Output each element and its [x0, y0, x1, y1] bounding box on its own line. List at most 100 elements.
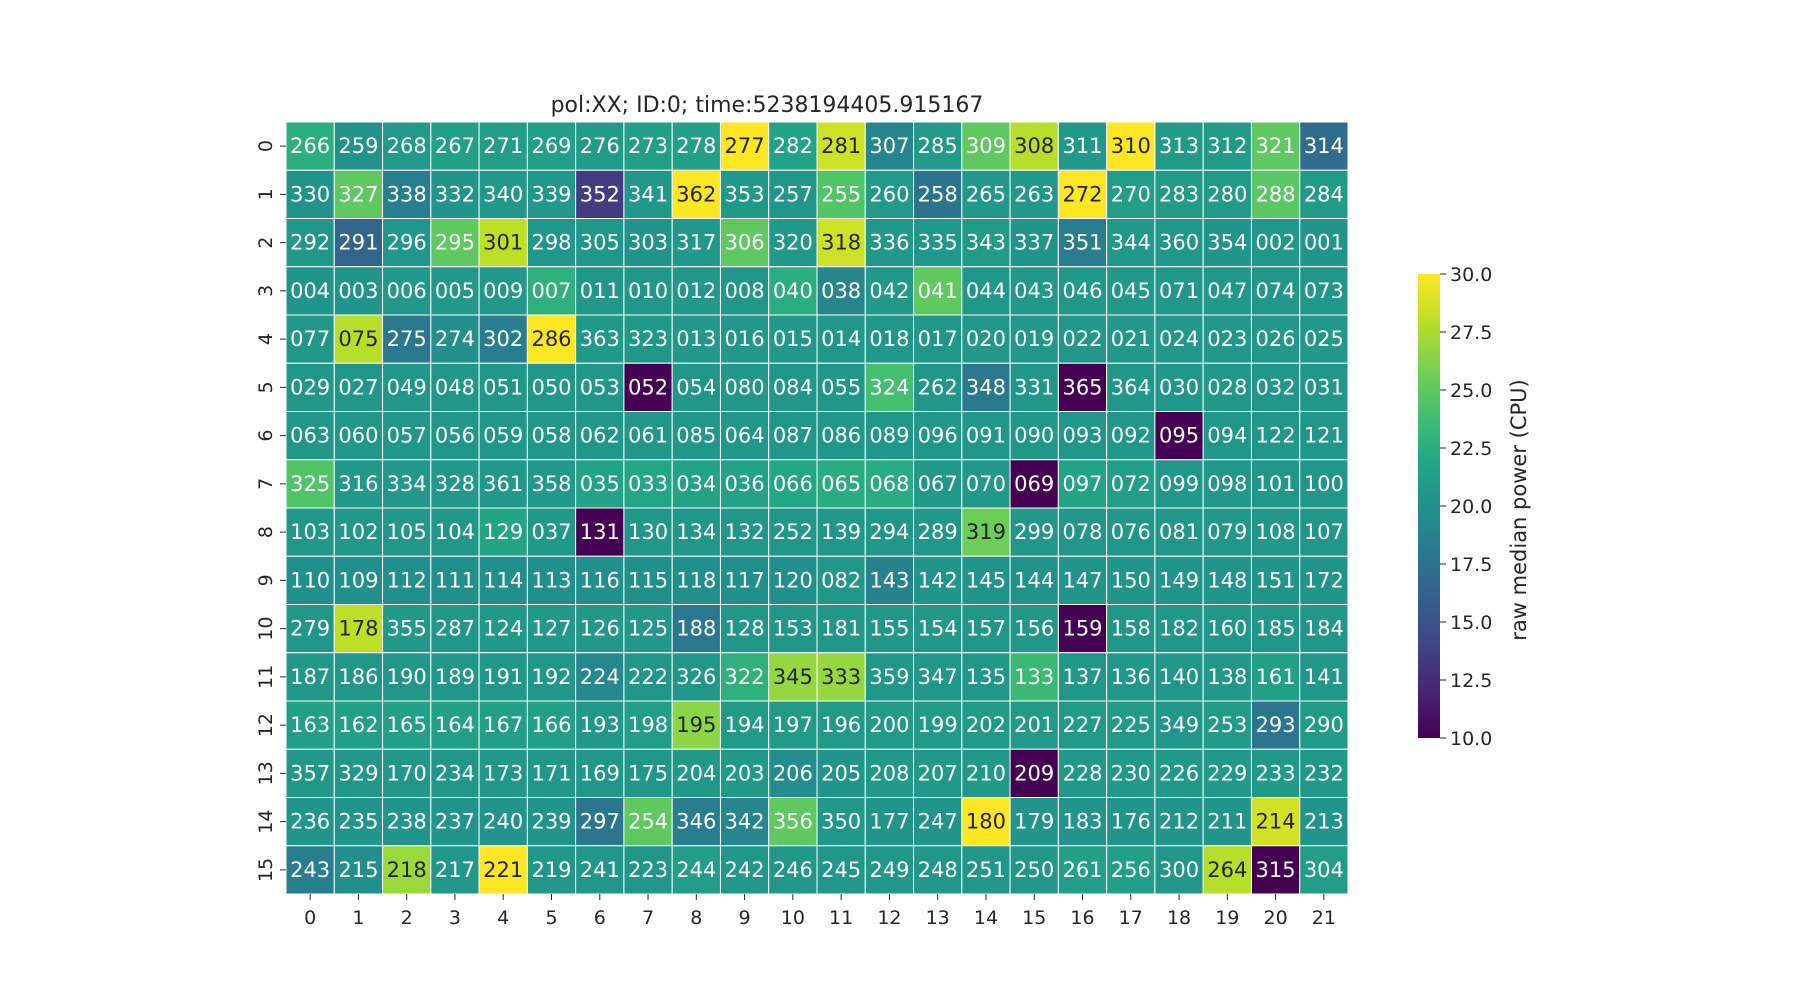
heatmap-cell [333, 507, 384, 557]
cell-label: 089 [869, 424, 909, 448]
heatmap-cell [623, 700, 673, 750]
heatmap-cell [864, 555, 915, 605]
heatmap-cell [1009, 411, 1059, 461]
heatmap-cell [575, 652, 625, 702]
cell-label: 236 [290, 810, 330, 834]
heatmap-cell [333, 266, 384, 316]
cell-label: 281 [821, 134, 861, 158]
cell-label: 143 [869, 568, 909, 592]
cell-label: 069 [1014, 472, 1054, 496]
cell-label: 080 [725, 375, 765, 399]
heatmap-cell [623, 121, 673, 171]
cell-label: 047 [1207, 279, 1247, 303]
cell-label: 022 [1062, 327, 1102, 351]
cell-label: 109 [338, 568, 378, 592]
cell-label: 212 [1159, 810, 1199, 834]
heatmap-cell [285, 507, 335, 557]
cell-label: 019 [1014, 327, 1054, 351]
heatmap-cell [961, 652, 1011, 702]
heatmap-cell [478, 845, 528, 895]
cell-label: 044 [966, 279, 1006, 303]
cell-label: 340 [483, 182, 523, 206]
cell-label: 082 [821, 568, 861, 592]
heatmap-cell [1299, 555, 1349, 605]
heatmap-cell [864, 411, 915, 461]
cell-label: 029 [290, 375, 330, 399]
cell-label: 355 [387, 617, 427, 641]
cell-label: 335 [918, 231, 958, 255]
cell-label: 225 [1111, 713, 1151, 737]
heatmap-cell [382, 121, 432, 171]
heatmap-cell [719, 121, 770, 171]
cell-label: 271 [483, 134, 523, 158]
heatmap-cell [671, 604, 721, 654]
heatmap-cell [1106, 121, 1156, 171]
cell-label: 362 [676, 182, 716, 206]
cell-label: 110 [290, 568, 330, 592]
cell-label: 073 [1304, 279, 1344, 303]
cell-label: 319 [966, 520, 1006, 544]
colorbar-gradient [1418, 274, 1440, 738]
cell-label: 078 [1062, 520, 1102, 544]
heatmap-cell [1106, 507, 1156, 557]
heatmap-cell [1250, 507, 1301, 557]
cell-label: 192 [531, 665, 571, 689]
heatmap-cell [382, 748, 432, 798]
cell-label: 038 [821, 279, 861, 303]
cell-label: 021 [1111, 327, 1151, 351]
cell-label: 349 [1159, 713, 1199, 737]
cell-label: 241 [580, 858, 620, 882]
cell-label: 217 [435, 858, 475, 882]
cell-label: 275 [387, 327, 427, 351]
cell-label: 303 [628, 231, 668, 255]
cell-label: 148 [1207, 568, 1247, 592]
heatmap-cell [1057, 604, 1108, 654]
heatmap-cell [719, 411, 770, 461]
cell-label: 053 [580, 375, 620, 399]
heatmap-cell [1057, 507, 1108, 557]
cell-label: 194 [725, 713, 765, 737]
heatmap-cell [961, 797, 1011, 847]
heatmap-cell [575, 266, 625, 316]
cell-label: 054 [676, 375, 716, 399]
cell-label: 165 [387, 713, 427, 737]
cell-label: 056 [435, 424, 475, 448]
cell-label: 136 [1111, 665, 1151, 689]
cell-label: 263 [1014, 182, 1054, 206]
heatmap-cell [285, 266, 335, 316]
cell-label: 310 [1111, 134, 1151, 158]
heatmap-cell [1106, 362, 1156, 412]
cell-label: 142 [918, 568, 958, 592]
heatmap-cell [1299, 121, 1349, 171]
cell-label: 135 [966, 665, 1006, 689]
heatmap-cell [1154, 555, 1204, 605]
heatmap-cell [623, 748, 673, 798]
cell-label: 105 [387, 520, 427, 544]
x-tick-label: 16 [1070, 907, 1094, 929]
cell-label: 009 [483, 279, 523, 303]
heatmap-cell [816, 604, 866, 654]
heatmap-cell [913, 604, 963, 654]
cell-label: 247 [918, 810, 958, 834]
cell-label: 285 [918, 134, 958, 158]
cell-label: 294 [869, 520, 909, 544]
cell-label: 086 [821, 424, 861, 448]
heatmap-cell [768, 411, 818, 461]
heatmap-cell [671, 266, 721, 316]
cell-label: 297 [580, 810, 620, 834]
heatmap-cell [623, 362, 673, 412]
cell-label: 326 [676, 665, 716, 689]
heatmap-cell [1057, 266, 1108, 316]
heatmap-cell [526, 411, 577, 461]
heatmap-cell [430, 218, 480, 268]
heatmap-cell [1250, 797, 1301, 847]
cell-label: 040 [773, 279, 813, 303]
cell-label: 150 [1111, 568, 1151, 592]
chart-title: pol:XX; ID:0; time:5238194405.915167 [551, 93, 984, 118]
y-tick-label: 12 [255, 713, 277, 737]
heatmap-cell [1202, 700, 1252, 750]
heatmap-cell [1299, 169, 1349, 219]
cell-label: 091 [966, 424, 1006, 448]
cell-label: 270 [1111, 182, 1151, 206]
cell-label: 116 [580, 568, 620, 592]
